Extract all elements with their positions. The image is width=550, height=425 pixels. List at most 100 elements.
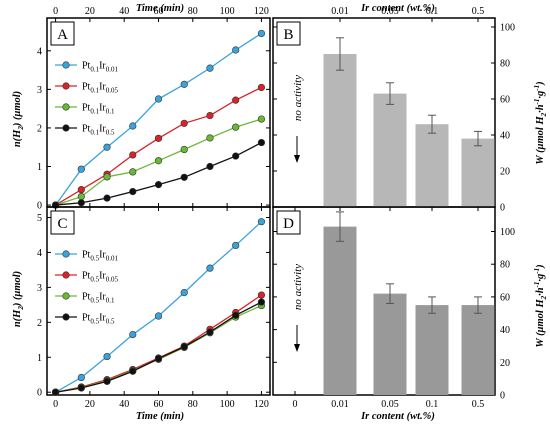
panel-c-letter-box [50,210,75,235]
panel-b-bar [415,124,449,207]
panel-d-y-axis-title: W (μmol H2·h-1·g-1) [533,264,548,347]
panel-b-bar [323,54,357,207]
top-time-axis-title: Time (min) [136,3,184,14]
panel-a-data-point [232,123,240,131]
panel-b-letter-box [276,21,301,46]
panel-b-label: B [283,27,293,43]
panel-a-series-line [55,32,262,206]
panel-c-data-point [180,343,188,351]
legend-entry: Pt0.1Ir0.5 [82,124,115,137]
panel-c-x-tick-label: 60 [154,399,164,410]
panel-d: 0 20 40 60 80 100 0 0.01 0.05 0.1 0.5 Dno activity [272,206,515,410]
panel-b-x-tick-label: 0.05 [381,6,399,17]
panel-a-y-tick-label: 4 [37,46,42,57]
panel-b-no-activity-label: no activity [292,75,304,121]
panel-a-y-tick-label: 3 [37,85,42,96]
legend-entry: Pt0.5Ir0.01 [82,250,119,263]
panel-c-x-tick-label: 20 [85,399,95,410]
panel-d-x-tick-label: 0 [293,399,298,410]
panel-d-y-tick-label: 80 [500,260,510,271]
panel-d-y-tick-label: 100 [500,227,515,238]
panel-b-x-tick-label: 0.01 [331,6,349,17]
panel-d-no-activity-label: no activity [292,264,304,310]
panel-b-y-tick-label: 100 [500,23,515,34]
panel-c-data-point [206,264,214,272]
panel-d-y-tick-label: 20 [500,358,510,369]
panel-c-x-tick-label: 120 [254,399,269,410]
panel-a-data-point [206,111,214,120]
panel-a-data-point [257,83,266,92]
panel-c-x-tick-label: 100 [220,399,235,410]
panel-d-x-tick-label: 0.5 [472,399,485,410]
panel-c-data-point [103,377,111,385]
bottom-ir-axis-title: Ir content (wt.%) [360,411,435,422]
panel-a-data-point [103,143,111,151]
panel-c-y-tick-label: 5 [37,213,42,224]
panel-b-bar [461,138,495,207]
panel-c-y-tick-label: 3 [37,283,42,294]
panel-d-x-tick-label: 0.01 [331,399,349,410]
panel-c-data-point [232,311,240,319]
panel-a-data-point [154,181,163,189]
panel-a-x-tick-label: 120 [254,6,269,17]
panel-c-label: C [57,216,67,232]
panel-a-data-point [206,64,214,72]
panel-a-data-point [206,162,214,171]
legend-marker [62,124,70,132]
panel-a-data-point [180,80,188,88]
bottom-time-axis-title: Time (min) [136,411,184,422]
panel-c-y-axis-title: n(H2) (μmol) [12,271,25,327]
panel-c-x-tick-label: 0 [53,399,58,410]
panel-c-data-point [154,355,163,363]
panel-a-label: A [57,27,68,43]
panel-c-x-tick-label: 40 [119,399,129,410]
panel-d-x-tick-label: 0.05 [381,399,399,410]
panel-a-data-point [232,46,240,54]
panel-a-data-point [206,134,214,142]
panel-a-data-point [103,194,111,202]
panel-a-x-tick-label: 100 [220,6,235,17]
panel-c-data-point [257,291,266,299]
svg-text:n(H2) (μmol): n(H2) (μmol) [12,91,25,147]
panel-a-data-point [103,173,111,181]
panel-d-bar [373,293,407,395]
panel-c-y-tick-label: 4 [37,248,42,259]
panel-a-data-point [129,122,137,130]
panel-d-bar [415,305,449,395]
panel-c-data-point [257,298,266,306]
panel-b-y-tick-label: 60 [500,95,510,106]
legend-entry: Pt0.1Ir0.01 [82,61,119,74]
panel-c-y-tick-label: 0 [37,388,42,399]
legend-entry: Pt0.5Ir0.1 [82,292,115,305]
legend-marker [62,103,70,111]
panel-a-data-point [180,173,188,181]
panel-d-y-tick-label: 0 [500,391,505,402]
panel-a: 0 20 40 60 80 100 120 0 1 2 3 4 A Pt0.1Ir0.01 Pt0.1Ir0… [37,6,271,212]
panel-c-frame [46,206,271,396]
panel-c-data-point [77,373,85,382]
svg-text:W (μmol H2·h-1·g-1): W (μmol H2·h-1·g-1) [533,264,548,347]
panel-b-y-axis-title: W (μmol H2·h-1·g-1) [533,81,548,164]
panel-b-x-tick-label: 0.1 [426,6,439,17]
legend-marker [62,82,70,90]
panel-a-data-point [257,115,266,123]
legend-entry: Pt0.5Ir0.05 [82,271,119,284]
panel-a-y-tick-label: 0 [37,201,42,212]
panel-c-data-point [129,330,137,339]
panel-a-data-point [180,119,188,127]
panel-c-data-point [129,367,137,375]
panel-a-data-point [257,138,266,147]
svg-text:W (μmol H2·h-1·g-1): W (μmol H2·h-1·g-1) [533,81,548,164]
panel-c-x-tick-label: 80 [188,399,198,410]
panel-a-series-line [55,142,262,206]
panel-d-label: D [283,216,294,232]
legend-marker [62,313,70,321]
legend-marker [62,61,70,69]
panel-b-y-tick-label: 80 [500,59,510,70]
panel-c-data-point [257,218,266,226]
panel-a-letter-box [50,21,75,46]
panel-a-data-point [232,152,240,160]
legend-marker [62,250,70,258]
panel-a-data-point [77,199,85,207]
